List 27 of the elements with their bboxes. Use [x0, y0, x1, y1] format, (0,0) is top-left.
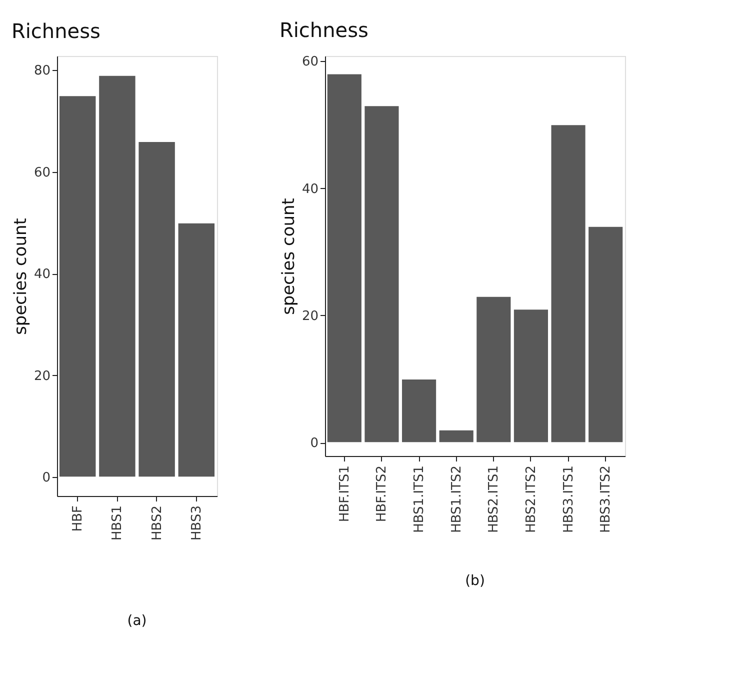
- y-tick-label: 60: [34, 165, 50, 180]
- y-tick-label: 0: [42, 470, 50, 486]
- x-tick-label: HBS1: [110, 506, 126, 540]
- x-tick-label: HBS2.ITS2: [524, 466, 539, 533]
- x-tick-label: HBF.ITS1: [337, 466, 352, 522]
- text: (b): [465, 573, 485, 589]
- chart-title: Richness: [11, 19, 100, 43]
- y-tick-label: 20: [34, 368, 50, 384]
- x-tick-label: HBF: [70, 506, 86, 532]
- x-tick-label: HBS3.ITS2: [598, 466, 614, 533]
- text: (a): [127, 613, 147, 629]
- x-tick-label: HBS1.ITS1: [412, 466, 428, 533]
- x-tick-label: HBS2.ITS1: [486, 466, 502, 533]
- x-tick-label: HBS3: [189, 506, 204, 540]
- y-tick-label: 60: [302, 54, 318, 70]
- y-tick-label: 40: [34, 267, 50, 282]
- y-axis-title: species count: [278, 198, 299, 315]
- x-tick-label: HBS3.ITS1: [561, 466, 576, 533]
- chart-title: Richness: [279, 18, 368, 42]
- x-tick-label: HBS1.ITS2: [449, 466, 464, 533]
- x-tick-label: HBS2: [150, 506, 165, 540]
- x-tick-label: HBF.ITS2: [374, 466, 390, 522]
- y-axis-title: species count: [10, 218, 31, 335]
- y-tick-label: 20: [302, 308, 318, 324]
- y-tick-label: 40: [302, 182, 318, 197]
- y-tick-label: 80: [34, 64, 50, 79]
- y-tick-label: 0: [310, 436, 318, 452]
